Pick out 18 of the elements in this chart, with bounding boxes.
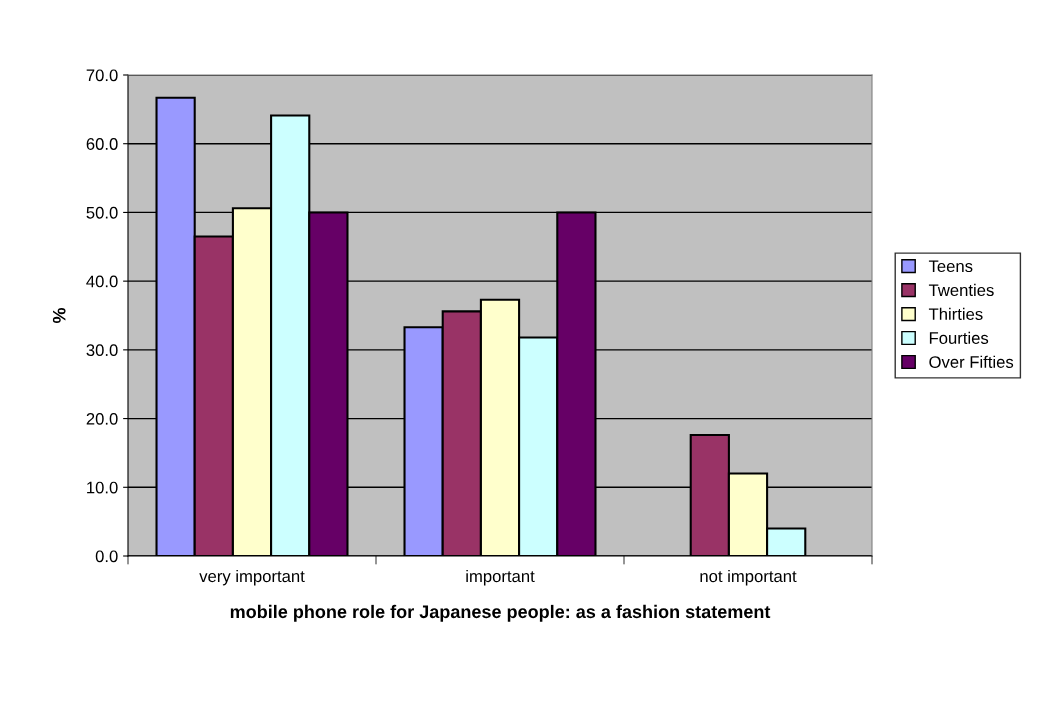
y-axis-title: % <box>52 307 66 324</box>
legend-label: Fourties <box>929 331 989 344</box>
y-tick-label: 20.0 <box>86 412 118 425</box>
legend-label: Thirties <box>928 307 983 321</box>
x-axis-title: mobile phone role for Japanese people: as a fashion statement <box>230 604 771 622</box>
y-tick-label: 0.0 <box>95 550 118 563</box>
y-tick-label: 40.0 <box>86 275 118 288</box>
legend-label: Over Fifties <box>929 355 1014 368</box>
legend-label: Teens <box>928 260 973 273</box>
y-tick-label: 10.0 <box>87 481 118 494</box>
x-tick-label: important <box>466 569 535 586</box>
y-tick-label: 60.0 <box>86 138 118 150</box>
x-tick-label: very important <box>199 569 305 586</box>
y-tick-label: 30.0 <box>86 344 118 357</box>
x-tick-label: not important <box>700 569 797 586</box>
legend-label: Twenties <box>928 283 994 297</box>
y-tick-label: 50.0 <box>86 206 118 219</box>
y-tick-label: 70.0 <box>86 69 118 82</box>
